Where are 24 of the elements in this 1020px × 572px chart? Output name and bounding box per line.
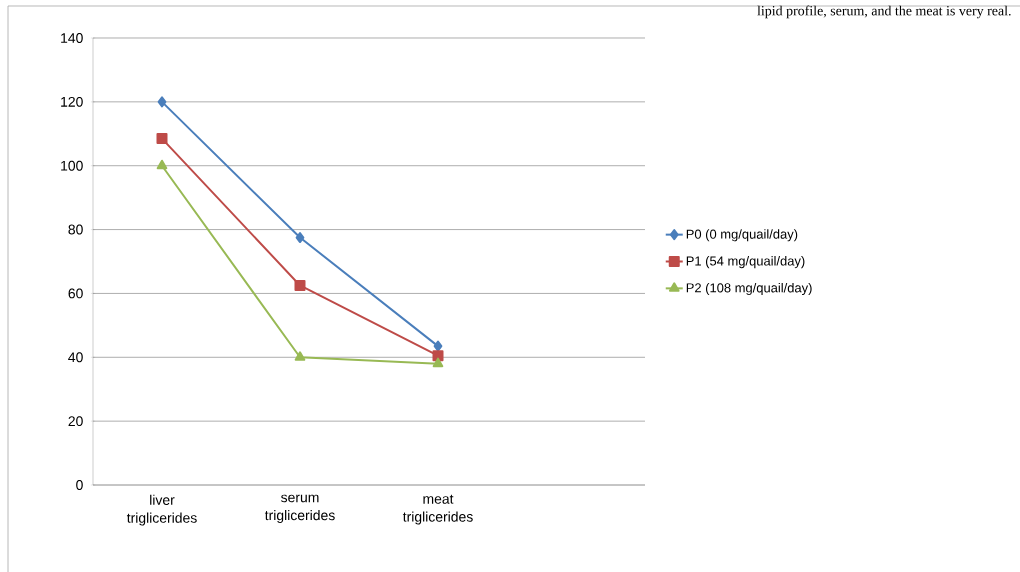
y-tick-label: 100 — [61, 160, 83, 171]
point — [156, 133, 168, 145]
point — [294, 279, 306, 291]
x-tick-label: meat triglicerides — [402, 494, 473, 525]
legend-label: P0 (0 mg/quail/day) — [686, 229, 798, 242]
y-tick-label: 20 — [68, 416, 83, 427]
x-tick-label: serum triglicerides — [264, 494, 335, 523]
y-tick-label: 140 — [61, 33, 83, 43]
y-tick-label: 40 — [68, 352, 83, 363]
point — [432, 350, 444, 362]
point — [432, 357, 444, 368]
y-tick-label: 60 — [68, 288, 83, 299]
point — [295, 232, 305, 244]
y-tick-label: 80 — [68, 224, 83, 235]
point — [157, 96, 167, 108]
x-tick-label: liver triglicerides — [126, 494, 197, 526]
point — [156, 159, 168, 170]
legend-label: P1 (54 mg/quail/day) — [686, 256, 805, 269]
y-tick-label: 120 — [61, 96, 83, 107]
point — [294, 351, 306, 361]
y-tick-label: 0 — [76, 480, 83, 490]
legend-label: P2 (108 mg/quail/day) — [686, 282, 812, 295]
text: lipid profile, serum, and the meat is very real. — [757, 5, 1011, 19]
point — [433, 340, 443, 352]
